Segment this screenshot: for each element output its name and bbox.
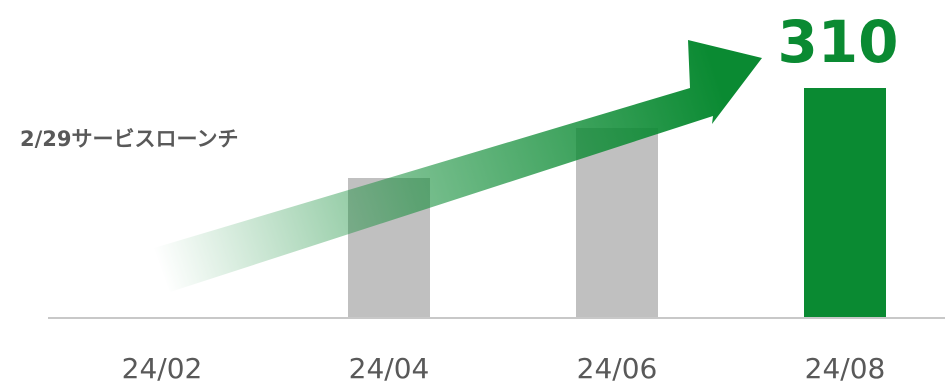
x-tick-label: 24/06	[577, 352, 658, 382]
x-axis-ticks: 24/02 24/04 24/06 24/08	[122, 352, 886, 382]
x-tick-label: 24/02	[122, 352, 203, 382]
highlight-value-label: 310	[777, 8, 898, 76]
x-tick-label: 24/04	[349, 352, 430, 382]
launch-annotation: 2/29サービスローンチ	[20, 127, 238, 151]
x-tick-label: 24/08	[805, 352, 886, 382]
growth-arrow-icon	[154, 40, 762, 292]
bar-24-08	[804, 88, 886, 318]
bar-24-06	[576, 128, 658, 318]
